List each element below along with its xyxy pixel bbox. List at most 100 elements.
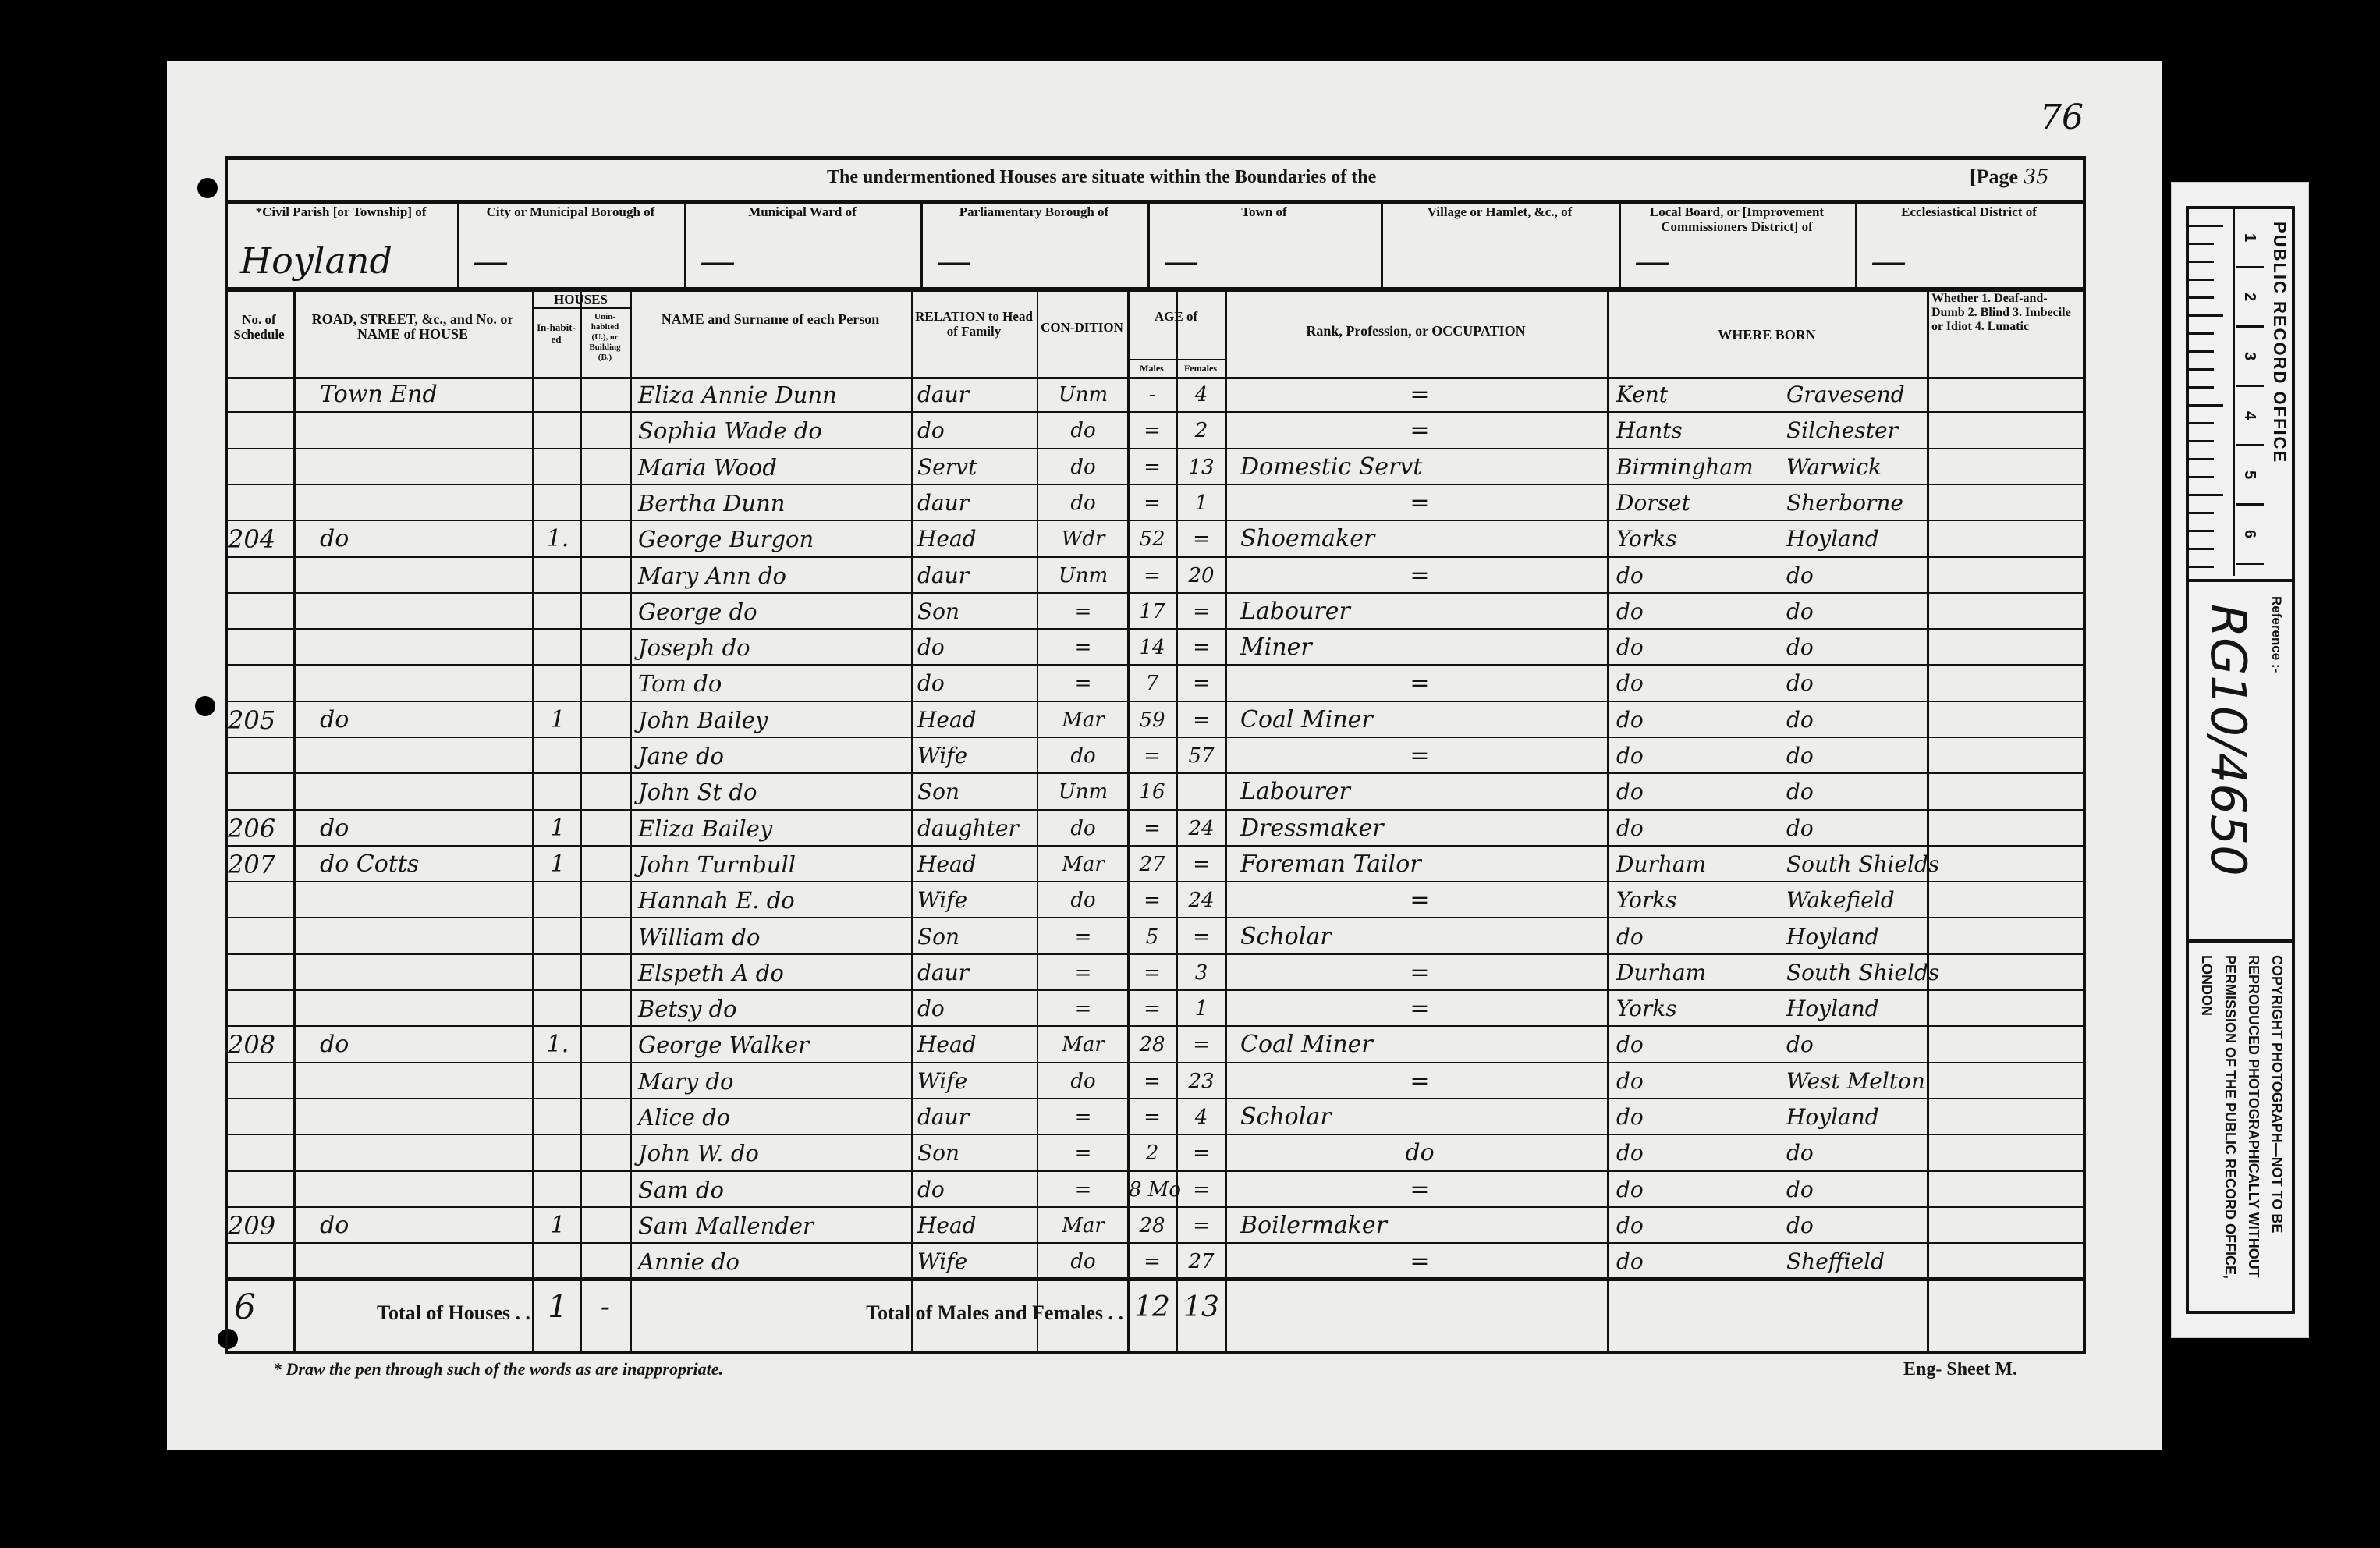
cell-males: = [1144,1070,1161,1093]
cell-condition: Mar [1062,1033,1105,1056]
cell-relation: Wife [917,743,968,769]
cell-condition: = [1074,600,1092,623]
cell-name: John St do [638,779,757,805]
cell-schedule: 209 [228,1211,276,1241]
cell-uninhabited [585,521,626,557]
cell-condition: Mar [1062,853,1105,876]
cell-females: = [1193,925,1210,949]
folio-number: 76 [2040,98,2084,137]
cell-inhabited [538,774,577,810]
cell-occupation: Scholar [1240,1103,1332,1131]
ruler-tick [2189,494,2223,496]
cell-occupation: Coal Miner [1240,1031,1373,1058]
cell-born_place: do [1786,1212,1814,1238]
ruler-tick [2189,404,2223,407]
column-header-relation: RELATION to Head of Family [915,309,1033,339]
cell-schedule [228,630,290,666]
cell-condition: do [1070,492,1096,515]
cell-occupation: Boilermaker [1240,1212,1387,1239]
cell-born_county: Hants [1616,417,1683,443]
cell-inhabited: 1 [550,850,566,878]
total-schedule_count: 6 [234,1287,256,1327]
row-rule [225,1134,2083,1135]
cell-condition: = [1074,636,1092,659]
cell-born_county: Kent [1616,382,1669,407]
cell-uninhabited [585,919,626,955]
cell-road [320,991,530,1027]
cell-name: Elspeth A do [638,960,784,986]
cell-males: = [1144,1106,1161,1129]
age-rule [1127,359,1225,360]
cell-born_county: Durham [1616,851,1707,877]
row-rule [225,1206,2083,1208]
cell-schedule [228,1135,290,1171]
cell-schedule [228,774,290,810]
top-rule [225,156,2083,160]
cell-name: Bertha Dunn [638,490,786,517]
row-rule [225,701,2083,702]
cell-relation: Head [917,1031,977,1057]
cell-road [320,413,530,449]
ruler-mark: 3 [2236,328,2264,387]
cell-road [320,774,530,810]
row-rule [225,1098,2083,1099]
cell-males: = [1144,419,1161,442]
cell-road [320,1099,530,1135]
cell-name: Maria Wood [638,454,777,481]
cell-uninhabited [585,413,626,449]
cell-uninhabited [585,738,626,774]
cell-uninhabited [585,811,626,847]
cell-name: John Turnbull [638,851,796,878]
row-rule [225,953,2083,955]
cell-females: 57 [1188,744,1215,768]
column-rule [911,287,913,1354]
cell-born_place: Hoyland [1786,1104,1879,1130]
row-rule [225,411,2083,413]
record-office-strip: PUBLIC RECORD OFFICE 1 2 3 4 5 6 Reference :-… [2171,182,2309,1338]
cell-condition: = [1074,672,1092,695]
cell-born_place: do [1786,1177,1814,1202]
cell-schedule [228,449,290,485]
cell-road [320,955,530,991]
cell-inhabited: 1 [550,706,566,733]
cell-occupation: = [1410,562,1430,589]
cell-inhabited [538,1099,577,1135]
cell-inhabited [538,413,577,449]
page-label-text: [Page [1970,165,2019,188]
column-header-females: Females [1184,363,1217,374]
column-rule [1607,287,1609,1354]
cell-males: 59 [1139,708,1165,732]
ruler-tick [2189,225,2223,227]
cell-uninhabited [585,449,626,485]
column-rule [580,287,582,1354]
column-header-occupation: Rank, Profession, or OCCUPATION [1306,323,1526,339]
cell-females: 1 [1194,492,1208,515]
cell-males: 14 [1139,636,1165,659]
column-header-condition: CON-DITION [1041,320,1123,335]
cell-born_place: West Melton [1786,1068,1925,1094]
total-persons_label: Total of Males and Females . . [866,1301,1123,1324]
cell-road [320,594,530,630]
cell-relation: Son [917,779,960,804]
cell-born_county: do [1616,815,1644,841]
cell-schedule [228,666,290,701]
cell-name: Mary do [638,1068,734,1095]
cell-schedule: 204 [228,524,276,554]
cell-condition: = [1074,997,1092,1021]
ruler-tick [2189,279,2214,281]
column-header-infirmity: Whether 1. Deaf-and-Dumb 2. Blind 3. Imb… [1931,292,2071,333]
cell-occupation: = [1410,959,1430,986]
reference-label: Reference :- [2269,596,2284,673]
cell-name: Sam do [638,1177,724,1203]
cell-females: 13 [1188,456,1215,479]
cell-females: = [1193,600,1210,623]
cell-born_place: South Shields [1786,960,1940,985]
total-males: 12 [1134,1291,1170,1323]
cell-condition: do [1070,1250,1096,1273]
cell-males: 28 [1139,1214,1165,1237]
cell-born_place: Sherborne [1786,490,1903,516]
cell-schedule: 207 [228,850,276,879]
cell-uninhabited [585,666,626,701]
column-rule [1225,287,1227,1354]
cell-males: = [1144,817,1161,840]
